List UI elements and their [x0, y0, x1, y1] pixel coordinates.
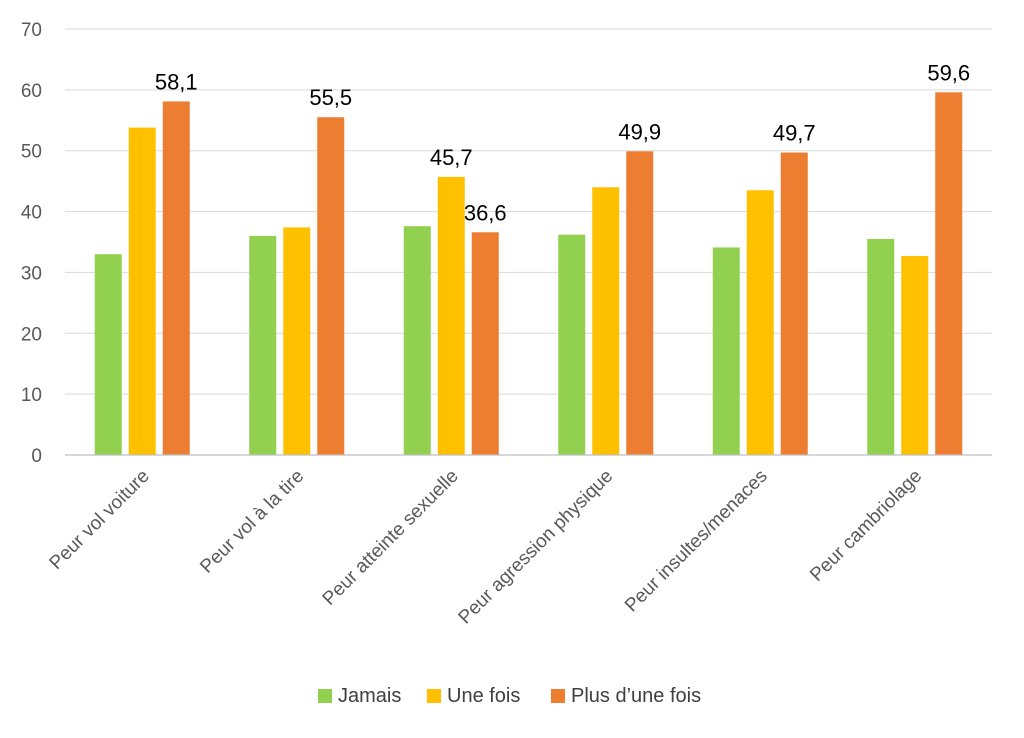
bar [471, 232, 499, 455]
data-label: 59,6 [927, 60, 970, 85]
y-tick-label: 50 [21, 142, 42, 163]
bar [249, 235, 277, 455]
gridlines [65, 28, 992, 395]
data-label: 45,7 [430, 145, 473, 170]
bar [867, 238, 895, 455]
bar [128, 127, 156, 456]
bars [94, 92, 963, 456]
category-label: Peur agression physique [455, 466, 618, 629]
y-tick-label: 70 [21, 20, 42, 41]
data-label: 49,7 [773, 121, 816, 146]
category-labels: Peur vol voiture Peur vol à la tire Peur a… [46, 466, 927, 629]
y-tick-label: 40 [21, 203, 42, 224]
bar [162, 101, 190, 456]
data-label: 49,9 [618, 119, 661, 144]
bar [901, 255, 929, 455]
bar [437, 176, 465, 455]
bar [935, 92, 963, 455]
bar [283, 227, 311, 455]
category-label: Peur vol à la tire [196, 466, 308, 578]
legend-swatch [318, 689, 332, 703]
legend-swatch [551, 689, 565, 703]
bar [403, 226, 431, 455]
y-axis-ticks: 0 10 20 30 40 50 60 70 [21, 20, 42, 467]
category-label: Peur insultes/menaces [621, 466, 772, 617]
bar [558, 234, 586, 455]
category-label: Peur atteinte sexuelle [319, 466, 463, 610]
y-tick-label: 30 [21, 263, 42, 284]
bar [626, 151, 654, 455]
legend-label: Jamais [338, 685, 401, 707]
y-tick-label: 20 [21, 324, 42, 345]
data-labels: 58,1 55,5 45,7 36,6 49,9 49,7 59,6 [155, 60, 970, 225]
legend-label: Plus d’une fois [571, 685, 701, 707]
bar [317, 117, 345, 455]
data-label: 36,6 [464, 200, 507, 225]
y-tick-label: 0 [31, 446, 42, 467]
bar [592, 187, 620, 455]
bar [94, 254, 122, 455]
y-tick-label: 10 [21, 385, 42, 406]
legend-label: Une fois [447, 685, 520, 707]
legend: Jamais Une fois Plus d’une fois [318, 685, 701, 707]
bar [712, 247, 740, 455]
category-label: Peur cambriolage [806, 466, 926, 586]
data-label: 55,5 [309, 85, 352, 110]
bar [780, 152, 808, 456]
category-label: Peur vol voiture [46, 466, 154, 574]
bar [746, 190, 774, 455]
legend-swatch [427, 689, 441, 703]
data-label: 58,1 [155, 69, 198, 94]
y-tick-label: 60 [21, 81, 42, 102]
